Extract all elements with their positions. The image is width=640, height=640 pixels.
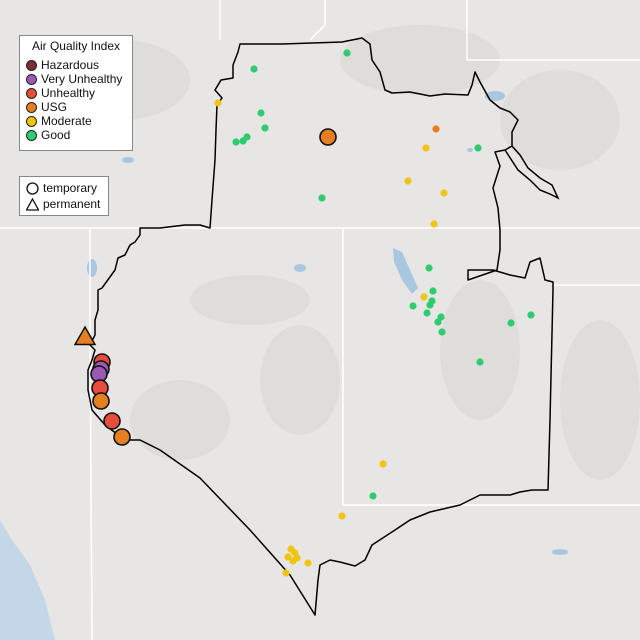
temporary-monitor-marker — [426, 301, 434, 309]
ocean — [0, 520, 55, 640]
legend-item-unhealthy: Unhealthy — [26, 86, 95, 100]
temporary-monitor-marker — [92, 392, 110, 410]
unhealthy-swatch-icon — [26, 87, 37, 99]
very-unhealthy-swatch-icon — [26, 73, 37, 85]
region-boundary-inner — [504, 145, 560, 200]
permanent-monitor-marker — [73, 325, 97, 346]
temporary-monitor-marker — [284, 553, 292, 561]
monitor-type-legend: temporary permanent — [19, 176, 109, 216]
temporary-monitor-marker — [409, 302, 417, 310]
temporary-monitor-marker — [507, 319, 515, 327]
hazardous-swatch-icon — [26, 59, 37, 71]
temporary-monitor-marker — [425, 264, 433, 272]
temporary-monitor-marker — [113, 428, 131, 446]
temporary-monitor-marker — [429, 287, 437, 295]
temporary-monitor-marker — [319, 128, 337, 146]
terrain-shading — [50, 25, 640, 480]
legend-item-usg: USG — [26, 100, 67, 114]
monitor-markers — [73, 49, 535, 577]
legend-item-moderate: Moderate — [26, 114, 92, 128]
temporary-monitor-marker — [282, 569, 290, 577]
region-boundary — [87, 37, 554, 616]
legend-label-very-unhealthy: Very Unhealthy — [41, 72, 123, 86]
temporary-monitor-marker — [422, 144, 430, 152]
legend-item-temporary: temporary — [26, 181, 97, 195]
temporary-monitor-marker — [474, 144, 482, 152]
temporary-monitor-marker — [369, 492, 377, 500]
temporary-monitor-marker — [527, 311, 535, 319]
temporary-monitor-marker — [379, 460, 387, 468]
legend-label-temporary: temporary — [43, 181, 98, 195]
legend-label-permanent: permanent — [43, 197, 101, 211]
temporary-monitor-marker — [404, 177, 412, 185]
temporary-monitor-marker — [289, 557, 297, 565]
aqi-legend: Air Quality Index Hazardous Very Unhealt… — [19, 35, 133, 151]
aqi-legend-title: Air Quality Index — [31, 39, 121, 53]
circle-icon — [26, 181, 39, 195]
temporary-monitor-marker — [318, 194, 326, 202]
temporary-monitor-marker — [430, 220, 438, 228]
temporary-monitor-marker — [343, 49, 351, 57]
legend-label-unhealthy: Unhealthy — [41, 86, 96, 100]
legend-item-very-unhealthy: Very Unhealthy — [26, 72, 122, 86]
temporary-monitor-marker — [420, 293, 428, 301]
moderate-swatch-icon — [26, 115, 37, 127]
temporary-monitor-marker — [432, 125, 440, 133]
triangle-icon — [26, 197, 39, 211]
temporary-monitor-marker — [338, 512, 346, 520]
temporary-monitor-marker — [304, 559, 312, 567]
legend-label-good: Good — [41, 128, 71, 142]
legend-item-good: Good — [26, 128, 70, 142]
temporary-monitor-marker — [438, 328, 446, 336]
temporary-monitor-marker — [103, 412, 121, 430]
temporary-monitor-marker — [239, 137, 247, 145]
legend-item-hazardous: Hazardous — [26, 58, 99, 72]
good-swatch-icon — [26, 129, 37, 141]
legend-item-permanent: permanent — [26, 197, 100, 211]
temporary-monitor-marker — [232, 138, 240, 146]
usg-swatch-icon — [26, 101, 37, 113]
temporary-monitor-marker — [257, 109, 265, 117]
temporary-monitor-marker — [250, 65, 258, 73]
legend-label-hazardous: Hazardous — [41, 58, 100, 72]
legend-label-usg: USG — [41, 100, 68, 114]
temporary-monitor-marker — [476, 358, 484, 366]
temporary-monitor-marker — [423, 309, 431, 317]
temporary-monitor-marker — [261, 124, 269, 132]
temporary-monitor-marker — [214, 99, 222, 107]
temporary-monitor-marker — [434, 318, 442, 326]
legend-label-moderate: Moderate — [41, 114, 92, 128]
temporary-monitor-marker — [440, 189, 448, 197]
